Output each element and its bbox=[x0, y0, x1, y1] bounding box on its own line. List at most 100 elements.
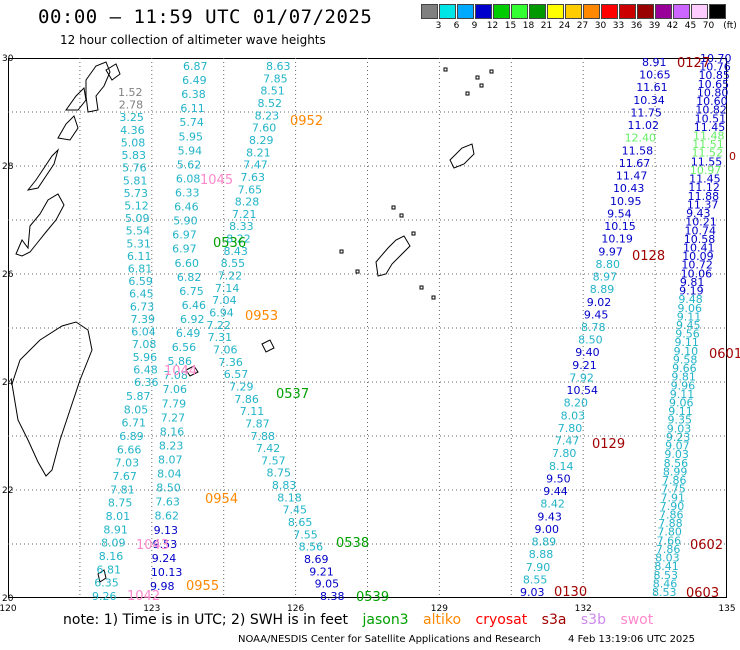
wave-value: 7.11 bbox=[240, 405, 265, 418]
wave-value: 6.48 bbox=[133, 363, 158, 376]
wave-value: 9.06 bbox=[669, 397, 694, 410]
wave-value: 7.27 bbox=[161, 411, 186, 424]
wave-value: 9.48 bbox=[678, 293, 703, 306]
wave-value: 8.50 bbox=[156, 482, 181, 495]
wave-value: 9.35 bbox=[667, 414, 692, 427]
wave-value: 9.23 bbox=[666, 431, 691, 444]
lon-tick-label: 123 bbox=[143, 604, 160, 614]
wave-value: 8.80 bbox=[596, 258, 621, 271]
wave-value: 10.58 bbox=[684, 233, 716, 246]
wave-value: 7.45 bbox=[283, 504, 308, 517]
wave-value: 6.89 bbox=[119, 430, 144, 443]
wave-value: 11.12 bbox=[688, 181, 720, 194]
wave-value: 5.12 bbox=[124, 199, 148, 212]
wave-value: 9.81 bbox=[671, 371, 696, 384]
wave-value: 8.43 bbox=[223, 245, 248, 258]
wave-value: 7.86 bbox=[656, 543, 681, 556]
legend-swatch bbox=[475, 4, 492, 19]
wave-value: 8.23 bbox=[159, 439, 184, 452]
wave-value: 9.97 bbox=[598, 245, 623, 258]
satellite-s3a: s3a bbox=[541, 612, 567, 628]
legend-label: 70 bbox=[702, 21, 715, 31]
wave-value: 8.51 bbox=[260, 85, 285, 98]
wave-value: 7.63 bbox=[240, 171, 265, 184]
legend-swatch bbox=[601, 4, 618, 19]
lat-tick-label: 22 bbox=[2, 486, 13, 496]
wave-value: 8.22 bbox=[226, 233, 251, 246]
wave-value: 6.11 bbox=[127, 250, 152, 263]
footer-note-text: note: 1) Time is in UTC; 2) SWH is in fe… bbox=[63, 612, 349, 628]
satellite-altiko: altiko bbox=[423, 612, 462, 628]
wave-value: 6.81 bbox=[97, 563, 122, 576]
wave-value: 5.86 bbox=[168, 355, 193, 368]
legend-swatch bbox=[457, 4, 474, 19]
wave-value: 6.92 bbox=[180, 313, 205, 326]
coastline bbox=[15, 193, 65, 257]
legend-swatch bbox=[529, 4, 546, 19]
wave-value: 8.53 bbox=[654, 569, 679, 582]
legend-label: 6 bbox=[453, 21, 460, 31]
wave-value: 7.90 bbox=[526, 561, 551, 574]
wave-value: 10.13 bbox=[151, 566, 183, 579]
wave-value: 7.22 bbox=[206, 319, 231, 332]
wave-value: 5.94 bbox=[178, 144, 203, 157]
legend-swatch bbox=[637, 4, 654, 19]
wave-value: 9.05 bbox=[315, 578, 340, 591]
wave-value: 9.00 bbox=[535, 523, 560, 536]
wave-value: 8.03 bbox=[655, 552, 680, 565]
island-outline bbox=[465, 91, 470, 96]
wave-value: 7.88 bbox=[250, 430, 275, 443]
wave-value: 9.21 bbox=[309, 565, 334, 578]
wave-value: 9.26 bbox=[92, 590, 117, 603]
wave-value: 9.03 bbox=[520, 586, 545, 599]
wave-value: 8.91 bbox=[642, 56, 667, 69]
wave-value: 9.43 bbox=[686, 207, 711, 220]
legend-label: 9 bbox=[471, 21, 478, 31]
legend-swatch bbox=[583, 4, 600, 19]
satellite-swot: swot bbox=[620, 612, 654, 628]
pass-time-label: 1044 bbox=[164, 364, 197, 379]
pass-time-label: 0952 bbox=[290, 114, 323, 129]
wave-value: 8.63 bbox=[266, 60, 291, 73]
wave-value: 7.47 bbox=[555, 435, 580, 448]
wave-value: 10.65 bbox=[698, 78, 730, 91]
wave-value: 11.55 bbox=[691, 155, 723, 168]
wave-value: 11.88 bbox=[688, 190, 720, 203]
pass-time-label: 0954 bbox=[205, 492, 238, 507]
wave-value: 12.40 bbox=[625, 132, 657, 145]
wave-value: 9.02 bbox=[587, 296, 612, 309]
wave-value: 8.88 bbox=[529, 548, 554, 561]
wave-value: 9.13 bbox=[154, 524, 179, 537]
wave-value: 7.90 bbox=[660, 500, 685, 513]
island-outline bbox=[355, 269, 360, 274]
wave-value: 8.91 bbox=[103, 523, 128, 536]
wave-value: 11.75 bbox=[630, 106, 662, 119]
pass-time-label: 1042 bbox=[127, 589, 160, 604]
wave-value: 8.52 bbox=[257, 97, 282, 110]
wave-value: 6.94 bbox=[209, 307, 234, 320]
pass-time-label: 0537 bbox=[276, 387, 309, 402]
wave-value: 6.81 bbox=[128, 263, 153, 276]
wave-value: 9.07 bbox=[665, 440, 690, 453]
wave-value: 10.70 bbox=[700, 52, 732, 65]
wave-value: 9.10 bbox=[674, 345, 699, 358]
wave-value: 10.97 bbox=[690, 164, 722, 177]
pass-time-label: 0955 bbox=[186, 579, 219, 594]
pass-time-label: 0127 bbox=[677, 56, 710, 71]
lon-tick-label: 135 bbox=[718, 604, 735, 614]
wave-value: 8.28 bbox=[235, 196, 260, 209]
legend-swatch bbox=[547, 4, 564, 19]
wave-value: 6.57 bbox=[224, 368, 249, 381]
pass-time-label: 0130 bbox=[554, 585, 587, 600]
lat-tick-label: 28 bbox=[2, 162, 14, 172]
wave-value: 8.50 bbox=[578, 334, 603, 347]
wave-value: 7.06 bbox=[162, 383, 187, 396]
legend-swatch bbox=[565, 4, 582, 19]
wave-value: 10.09 bbox=[682, 250, 714, 263]
legend-swatch bbox=[493, 4, 510, 19]
legend-unit: (ft) bbox=[723, 21, 737, 31]
legend-label: 15 bbox=[504, 21, 517, 31]
wave-value: 11.58 bbox=[622, 144, 654, 157]
wave-value: 6.59 bbox=[128, 275, 153, 288]
